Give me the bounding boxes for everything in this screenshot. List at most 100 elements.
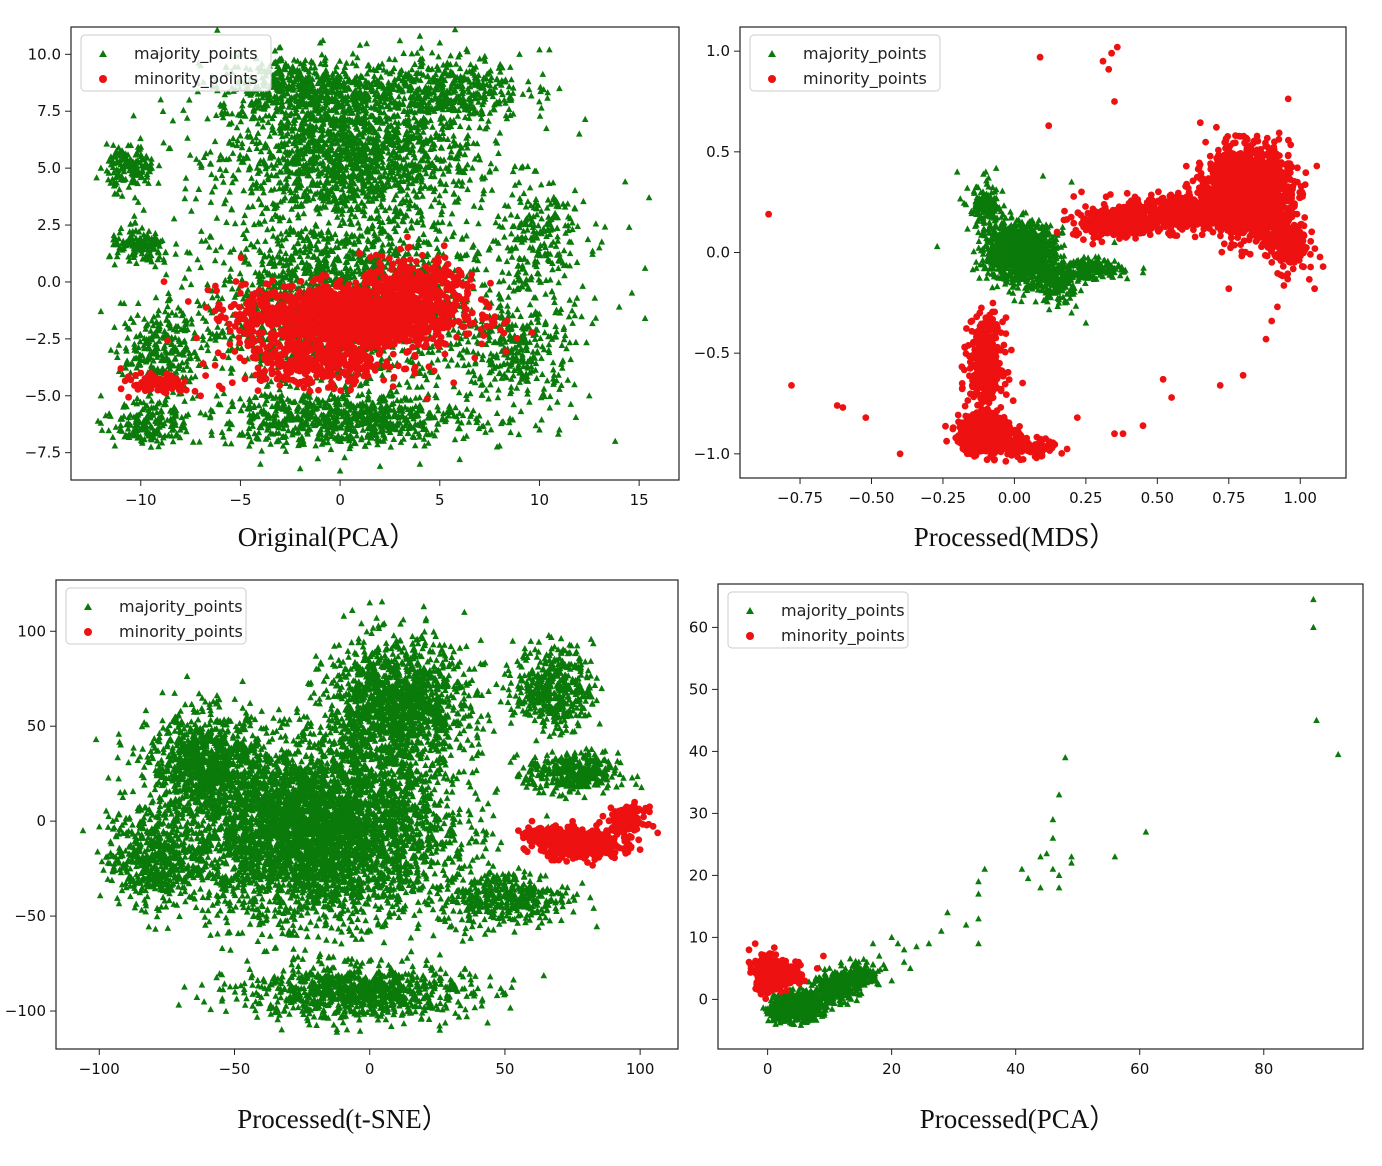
data-point bbox=[211, 137, 219, 145]
data-point bbox=[229, 179, 236, 186]
data-point bbox=[442, 187, 449, 194]
data-point bbox=[384, 173, 392, 180]
data-point bbox=[288, 169, 296, 176]
data-point bbox=[325, 179, 332, 186]
data-point bbox=[376, 462, 384, 469]
data-point bbox=[138, 224, 146, 231]
data-point bbox=[223, 218, 230, 225]
data-point bbox=[152, 229, 159, 237]
data-point bbox=[238, 158, 245, 165]
data-point bbox=[297, 139, 304, 146]
data-point bbox=[418, 44, 425, 51]
data-point bbox=[264, 204, 271, 211]
data-point bbox=[312, 137, 320, 144]
data-point bbox=[467, 61, 474, 68]
data-point bbox=[422, 163, 430, 170]
data-point bbox=[277, 179, 284, 186]
data-point bbox=[231, 220, 239, 227]
data-point bbox=[410, 165, 418, 172]
data-point bbox=[247, 100, 254, 107]
data-point bbox=[182, 185, 189, 192]
data-point bbox=[475, 220, 482, 227]
data-point bbox=[484, 123, 491, 130]
data-point bbox=[338, 175, 346, 182]
data-point bbox=[641, 314, 649, 321]
data-point bbox=[480, 186, 488, 194]
data-point bbox=[442, 235, 450, 242]
data-point bbox=[270, 111, 278, 118]
data-point bbox=[434, 219, 442, 226]
data-point bbox=[321, 59, 329, 67]
data-point bbox=[525, 78, 532, 85]
data-point bbox=[452, 60, 460, 67]
data-point bbox=[137, 134, 144, 142]
data-point bbox=[169, 117, 177, 124]
data-point bbox=[365, 197, 372, 204]
data-point bbox=[253, 184, 260, 191]
data-point bbox=[509, 167, 517, 175]
data-point bbox=[332, 196, 340, 203]
data-point bbox=[454, 155, 461, 162]
data-point bbox=[447, 52, 454, 59]
data-point bbox=[97, 392, 105, 399]
data-point bbox=[236, 151, 244, 158]
data-point bbox=[344, 99, 351, 107]
data-point bbox=[442, 164, 450, 171]
data-point bbox=[300, 128, 308, 135]
data-point bbox=[396, 37, 404, 44]
data-point bbox=[305, 196, 313, 203]
data-point bbox=[249, 202, 256, 209]
data-point bbox=[387, 443, 395, 450]
data-point bbox=[288, 205, 295, 212]
data-point bbox=[406, 197, 414, 204]
data-point bbox=[291, 202, 299, 210]
data-point bbox=[408, 162, 415, 169]
data-point bbox=[407, 126, 414, 134]
data-point bbox=[415, 164, 423, 171]
data-point bbox=[292, 197, 300, 204]
data-point bbox=[283, 140, 291, 148]
data-point bbox=[160, 139, 167, 146]
data-point bbox=[415, 171, 422, 178]
data-point bbox=[349, 109, 356, 116]
data-point bbox=[287, 197, 294, 204]
data-point bbox=[363, 126, 370, 133]
data-point bbox=[280, 64, 288, 72]
data-point bbox=[361, 122, 368, 129]
data-point bbox=[282, 175, 290, 182]
data-point bbox=[345, 127, 352, 134]
data-point bbox=[536, 98, 543, 105]
data-point bbox=[408, 217, 415, 224]
data-point bbox=[342, 178, 349, 185]
data-point bbox=[262, 112, 269, 119]
data-point bbox=[391, 174, 399, 181]
data-point bbox=[379, 241, 386, 248]
data-point bbox=[462, 141, 469, 148]
data-point bbox=[376, 177, 384, 184]
data-point bbox=[393, 152, 400, 159]
data-point bbox=[373, 207, 381, 214]
data-point bbox=[425, 184, 433, 191]
data-point bbox=[424, 157, 432, 164]
data-point bbox=[403, 145, 410, 152]
data-point bbox=[277, 230, 285, 237]
data-point bbox=[200, 153, 208, 160]
data-point bbox=[431, 196, 439, 203]
data-point bbox=[93, 174, 100, 181]
data-point bbox=[327, 133, 334, 140]
data-point bbox=[305, 144, 313, 152]
data-point bbox=[349, 50, 357, 57]
data-point bbox=[309, 131, 317, 138]
data-point bbox=[379, 164, 386, 171]
data-point bbox=[362, 107, 370, 114]
data-point bbox=[275, 44, 283, 51]
data-point bbox=[366, 192, 373, 199]
data-point bbox=[368, 196, 376, 203]
data-point bbox=[395, 147, 403, 154]
data-point bbox=[382, 118, 390, 125]
data-point bbox=[311, 64, 319, 71]
data-point bbox=[302, 115, 309, 122]
data-point bbox=[229, 172, 237, 179]
data-point bbox=[440, 202, 447, 209]
data-point bbox=[333, 207, 341, 214]
